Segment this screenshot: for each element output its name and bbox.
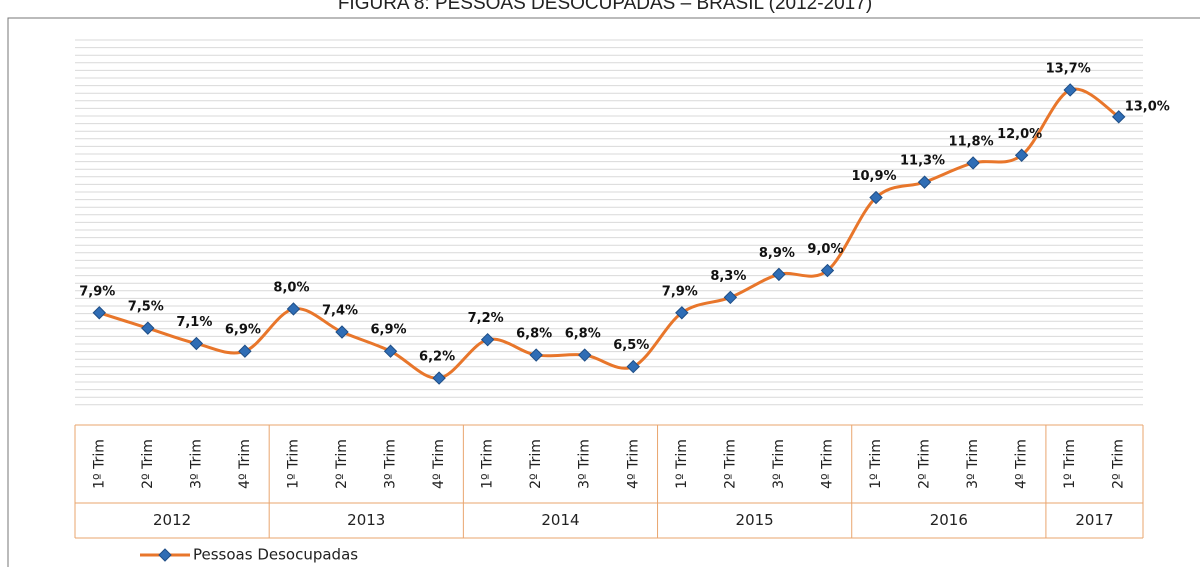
data-point: [383, 344, 398, 358]
data-point: [917, 175, 932, 189]
data-point: [529, 348, 543, 362]
data-label: 13,0%: [1125, 99, 1170, 114]
x-tick-label: 4º Trim: [819, 439, 835, 489]
data-label: 11,8%: [949, 134, 994, 149]
data-label: 7,1%: [176, 315, 212, 330]
x-tick-label: 1º Trim: [674, 439, 690, 489]
data-point: [141, 321, 155, 335]
group-label: 2016: [930, 511, 968, 529]
x-tick-label: 4º Trim: [1014, 439, 1030, 489]
x-tick-label: 1º Trim: [868, 439, 884, 489]
x-tick-label: 4º Trim: [625, 439, 641, 489]
legend-label: Pessoas Desocupadas: [193, 546, 358, 564]
series-line: [98, 87, 1120, 380]
data-label: 9,0%: [807, 242, 843, 257]
data-point: [675, 306, 689, 320]
data-label: 6,8%: [565, 327, 601, 342]
data-point: [286, 302, 301, 316]
group-label: 2014: [541, 511, 579, 529]
data-label: 7,5%: [128, 300, 164, 315]
data-label: 6,8%: [516, 327, 552, 342]
data-point: [1063, 83, 1077, 97]
data-point: [92, 306, 106, 320]
data-label: 10,9%: [851, 169, 896, 184]
data-point: [820, 263, 835, 278]
data-point: [335, 325, 349, 339]
data-label: 8,0%: [273, 280, 309, 295]
chart-border: [7, 17, 1200, 567]
x-tick-label: 4º Trim: [237, 439, 253, 489]
data-label: 12,0%: [997, 127, 1042, 142]
data-label: 6,2%: [419, 350, 455, 365]
x-tick-label: 1º Trim: [91, 439, 107, 489]
data-point: [1014, 148, 1029, 162]
data-point: [966, 156, 980, 170]
data-point: [723, 290, 738, 305]
x-tick-label: 3º Trim: [771, 439, 787, 489]
x-tick-label: 1º Trim: [285, 439, 301, 489]
data-point: [480, 332, 495, 347]
data-label: 11,3%: [900, 154, 945, 169]
data-label: 7,9%: [79, 284, 115, 299]
x-tick-label: 3º Trim: [965, 439, 981, 489]
data-label: 6,9%: [371, 323, 407, 338]
data-label: 6,5%: [613, 338, 649, 353]
data-label: 7,2%: [468, 311, 504, 326]
group-label: 2012: [153, 511, 191, 529]
x-tick-label: 3º Trim: [188, 439, 204, 489]
data-point: [1112, 110, 1126, 124]
group-label: 2015: [736, 511, 774, 529]
x-tick-label: 2º Trim: [1111, 439, 1127, 489]
data-label: 6,9%: [225, 323, 261, 338]
x-tick-label: 3º Trim: [383, 439, 399, 489]
x-tick-label: 1º Trim: [1062, 439, 1078, 489]
data-label: 8,3%: [710, 269, 746, 284]
data-label: 7,4%: [322, 304, 358, 319]
x-tick-label: 1º Trim: [480, 439, 496, 489]
group-label: 2017: [1075, 511, 1113, 529]
x-tick-label: 2º Trim: [528, 439, 544, 489]
x-tick-label: 2º Trim: [722, 439, 738, 489]
grid: [75, 39, 1143, 406]
data-point: [772, 267, 786, 282]
x-tick-label: 2º Trim: [917, 439, 933, 489]
chart-title: FIGURA 8: PESSOAS DESOCUPADAS – BRASIL (…: [338, 0, 872, 14]
data-label: 7,9%: [662, 284, 698, 299]
group-label: 2013: [347, 511, 385, 529]
data-point: [578, 348, 592, 362]
data-point: [626, 359, 640, 374]
x-tick-label: 3º Trim: [577, 439, 593, 489]
legend-marker: [158, 548, 172, 562]
data-point: [869, 190, 883, 205]
x-tick-label: 4º Trim: [431, 439, 447, 489]
data-point: [189, 336, 204, 351]
data-point: [238, 344, 252, 358]
data-point: [432, 371, 446, 385]
data-label: 13,7%: [1046, 61, 1091, 76]
x-tick-label: 2º Trim: [140, 439, 156, 489]
x-tick-label: 2º Trim: [334, 439, 350, 489]
data-label: 8,9%: [759, 246, 795, 261]
